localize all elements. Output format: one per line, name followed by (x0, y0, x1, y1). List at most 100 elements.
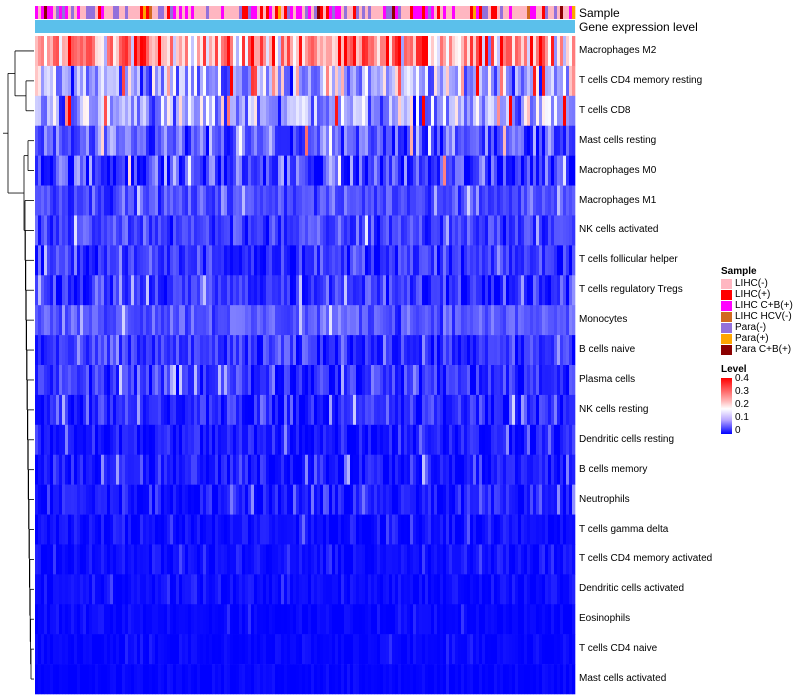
heatmap-cell (536, 394, 540, 426)
heatmap-cell (401, 454, 405, 485)
sample-annotation-cell (317, 6, 321, 19)
heatmap-cell (464, 215, 468, 246)
heatmap-cell (62, 454, 66, 485)
heatmap-cell (377, 484, 381, 515)
heatmap-cell (113, 36, 117, 67)
heatmap-cell (104, 245, 108, 276)
heatmap-cell (365, 185, 369, 216)
heatmap-cell (545, 95, 549, 127)
heatmap-cell (536, 574, 540, 605)
heatmap-cell (329, 454, 333, 485)
heatmap-cell (200, 454, 204, 485)
heatmap-cell (128, 544, 132, 575)
heatmap-row (35, 305, 576, 336)
heatmap-cell (356, 424, 360, 456)
heatmap-cell (398, 484, 402, 515)
heatmap-cell (416, 36, 420, 67)
heatmap-cell (416, 484, 420, 515)
heatmap-cell (254, 424, 258, 456)
heatmap-cell (221, 36, 225, 67)
heatmap-cell (149, 394, 153, 426)
heatmap-cell (338, 574, 342, 605)
heatmap-cell (218, 95, 222, 127)
heatmap-cell (131, 424, 135, 456)
heatmap-cell (155, 95, 159, 127)
heatmap-cell (296, 664, 300, 695)
heatmap-cell (461, 275, 465, 306)
heatmap-cell (218, 365, 222, 396)
heatmap-cell (326, 305, 330, 336)
heatmap-cell (152, 305, 156, 336)
heatmap-cell (254, 365, 258, 396)
heatmap-cell (533, 185, 537, 216)
heatmap-cell (80, 574, 84, 605)
heatmap-cell (539, 245, 543, 276)
heatmap-cell (389, 544, 393, 575)
heatmap-cell (467, 36, 471, 67)
heatmap-cell (554, 574, 558, 605)
heatmap-cell (98, 454, 102, 485)
heatmap-cell (86, 275, 90, 306)
heatmap-cell (536, 215, 540, 246)
heatmap-cell (494, 604, 498, 635)
heatmap-cell (398, 155, 402, 186)
heatmap-cell (128, 365, 132, 396)
heatmap-cell (461, 95, 465, 127)
heatmap-cell (512, 95, 516, 127)
heatmap-cell (305, 664, 309, 695)
heatmap-cell (500, 305, 504, 336)
heatmap-cell (266, 245, 270, 276)
sample-annotation-cell (185, 6, 189, 19)
heatmap-cell (500, 514, 504, 545)
sample-annotation-cell (254, 6, 258, 19)
heatmap-cell (215, 514, 219, 545)
heatmap-cell (41, 125, 45, 156)
heatmap-cell (230, 65, 234, 97)
heatmap-cell (239, 664, 243, 695)
heatmap-cell (152, 454, 156, 485)
heatmap-cell (392, 215, 396, 246)
heatmap-cell (461, 544, 465, 575)
heatmap-cell (425, 634, 429, 665)
heatmap-cell (116, 65, 120, 97)
heatmap-cell (191, 36, 195, 67)
heatmap-cell (173, 514, 177, 545)
heatmap-cell (50, 305, 54, 336)
heatmap-cell (128, 484, 132, 515)
heatmap-cell (389, 36, 393, 67)
sample-annotation-cell (473, 6, 477, 19)
heatmap-cell (41, 424, 45, 456)
heatmap-cell (242, 245, 246, 276)
heatmap-cell (329, 514, 333, 545)
heatmap-cell (41, 514, 45, 545)
heatmap-cell (278, 155, 282, 186)
heatmap-cell (494, 185, 498, 216)
heatmap-cell (275, 634, 279, 665)
heatmap-cell (173, 155, 177, 186)
heatmap-cell (413, 514, 417, 545)
heatmap-cell (551, 365, 555, 396)
heatmap-cell (251, 245, 255, 276)
heatmap-cell (221, 634, 225, 665)
heatmap-cell (71, 245, 75, 276)
heatmap-cell (254, 275, 258, 306)
sample-annotation-cell (143, 6, 147, 19)
sample-annotation-cell (395, 6, 399, 19)
heatmap-cell (173, 484, 177, 515)
sample-annotation-cell (356, 6, 360, 19)
sample-annotation-cell (104, 6, 108, 19)
heatmap-cell (509, 424, 513, 456)
heatmap-cell (494, 65, 498, 97)
heatmap-cell (347, 394, 351, 426)
heatmap-cell (395, 454, 399, 485)
heatmap-cell (530, 245, 534, 276)
heatmap-cell (380, 155, 384, 186)
heatmap-cell (353, 155, 357, 186)
heatmap-cell (470, 185, 474, 216)
heatmap-cell (536, 424, 540, 456)
heatmap-cell (302, 664, 306, 695)
heatmap-cell (380, 424, 384, 456)
heatmap-cell (461, 65, 465, 97)
heatmap-cell (125, 454, 129, 485)
heatmap-cell (38, 275, 42, 306)
